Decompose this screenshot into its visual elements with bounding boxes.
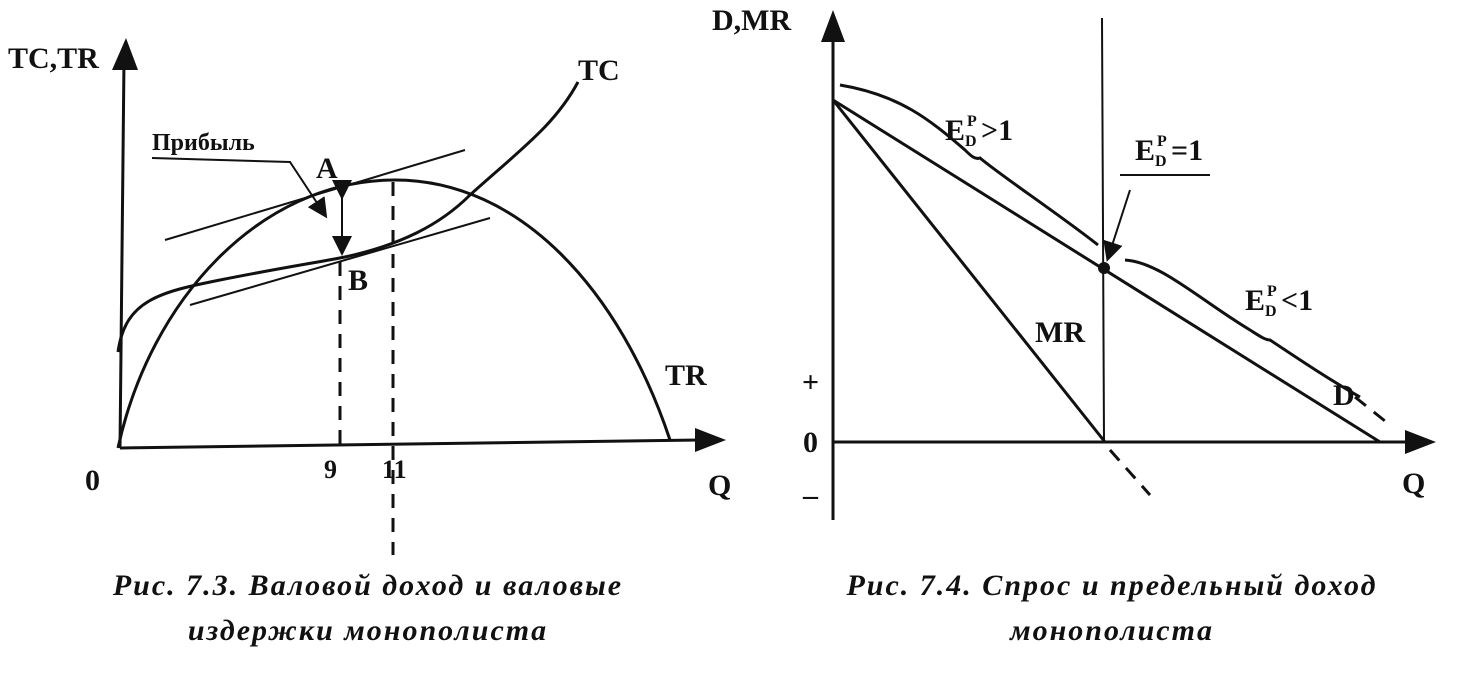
caption: монополиста [1008, 614, 1214, 647]
arrow [112, 38, 138, 70]
x-axis [119, 438, 701, 450]
y-mark: – [802, 479, 819, 512]
x-mark: 11 [382, 455, 407, 484]
curve-label: TR [665, 359, 707, 392]
figure-right: D,MR Q + 0 – MR D E PD >1E PD =1E PD <1 Рис. 7… [712, 4, 1436, 647]
elasticity-sub: D [1265, 303, 1277, 320]
caption: Рис. 7.4. Спрос и предельный доход [845, 569, 1377, 602]
x-mark: 9 [324, 455, 337, 484]
profit-label: Прибыль [152, 130, 255, 156]
elasticity-sup: P [1157, 133, 1167, 150]
mr-extension [1108, 449, 1152, 496]
tr-curve [116, 178, 672, 449]
curve-label: D [1333, 379, 1355, 412]
elasticity-sub: D [1155, 153, 1167, 170]
elasticity-rel: <1 [1281, 284, 1313, 317]
y-axis [118, 59, 126, 449]
point-label: A [316, 152, 338, 185]
y-axis-label: D,MR [712, 4, 791, 37]
arrow [695, 428, 726, 452]
origin-label: 0 [85, 464, 100, 497]
curve-label: TC [578, 54, 620, 87]
brace-dash [1354, 395, 1391, 427]
profit-pointer [151, 157, 328, 219]
unit-elasticity-line [1101, 17, 1105, 443]
x-axis-label: Q [708, 469, 731, 502]
caption: издержки монополиста [188, 614, 548, 647]
elasticity-sup: P [967, 113, 977, 130]
curve-label: MR [1035, 316, 1085, 349]
pointer [1103, 189, 1131, 262]
arrow [821, 10, 845, 42]
elasticity-rel: =1 [1171, 134, 1203, 167]
elasticity-base: E [1135, 134, 1155, 167]
elasticity-sub: D [965, 133, 977, 150]
brace [839, 83, 1099, 247]
elasticity-rel: >1 [981, 114, 1013, 147]
y-mark: 0 [803, 426, 818, 459]
brace [1124, 258, 1361, 399]
figure-left: TC,TR Q 0 TC TR Прибыль A B 9 11 Рис. 7.… [8, 38, 731, 647]
mr-line [831, 99, 1107, 443]
elasticity-base: E [1245, 284, 1265, 317]
y-axis-label: TC,TR [8, 42, 99, 75]
caption: Рис. 7.3. Валовой доход и валовые [112, 569, 623, 602]
tangent-line [164, 149, 466, 241]
point-label: B [348, 264, 368, 297]
tangent-line [189, 217, 491, 306]
y-mark: + [802, 366, 819, 399]
elasticity-sup: P [1267, 283, 1277, 300]
elasticity-base: E [945, 114, 965, 147]
arrow [1405, 430, 1436, 454]
tc-curve [116, 81, 580, 353]
x-axis-label: Q [1402, 467, 1425, 500]
unit-elasticity-point [1098, 262, 1110, 274]
